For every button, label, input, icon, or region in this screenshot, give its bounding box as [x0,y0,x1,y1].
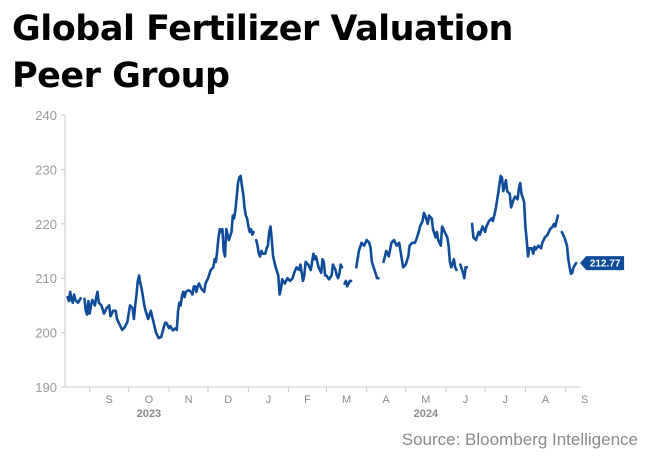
x-month-label: O [145,394,154,406]
series [66,174,578,340]
y-tick-label: 230 [35,162,57,177]
series-line-segment [343,279,353,288]
last-value-badge-shape [580,256,625,271]
x-month-label: A [542,394,550,406]
series-line-segment [382,211,458,272]
x-month-label: D [224,394,232,406]
last-value-badge: 212.77 [580,256,625,271]
x-month-label: S [581,394,588,406]
source-note: Source: Bloomberg Intelligence [401,430,638,449]
x-axis: S O N D J F M A M J J A S 2023 2024 [65,386,588,420]
last-value-label: 212.77 [590,259,621,270]
x-month-label: M [342,394,351,406]
x-month-label: J [463,394,469,406]
y-axis: 190 200 210 220 230 240 [35,108,66,395]
chart-title-line-1: Global Fertilizer Valuation [12,9,513,49]
series-line-segment [254,225,344,296]
x-month-label: J [502,394,508,406]
y-tick-label: 200 [35,326,57,341]
series-line-segment [355,238,380,280]
x-month-label: J [266,394,272,406]
chart-title: Global Fertilizer Valuation Peer Group [12,6,632,100]
x-year-label: 2023 [137,408,161,420]
y-tick-label: 240 [35,108,57,123]
x-month-label: S [106,394,113,406]
x-month-label: M [421,394,430,406]
y-tick-label: 210 [35,271,57,286]
series-line-segment [459,263,469,280]
chart-title-line-2: Peer Group [12,56,230,96]
series-line-segment [66,290,82,304]
x-month-label: A [383,394,391,406]
y-tick-label: 190 [35,380,57,395]
x-month-label: F [304,394,311,406]
y-tick-label: 220 [35,217,57,232]
x-month-label: N [185,394,193,406]
series-line-segment [83,174,255,340]
series-line-segment [560,230,578,276]
x-year-label: 2024 [414,408,439,420]
series-line-segment [470,174,560,258]
